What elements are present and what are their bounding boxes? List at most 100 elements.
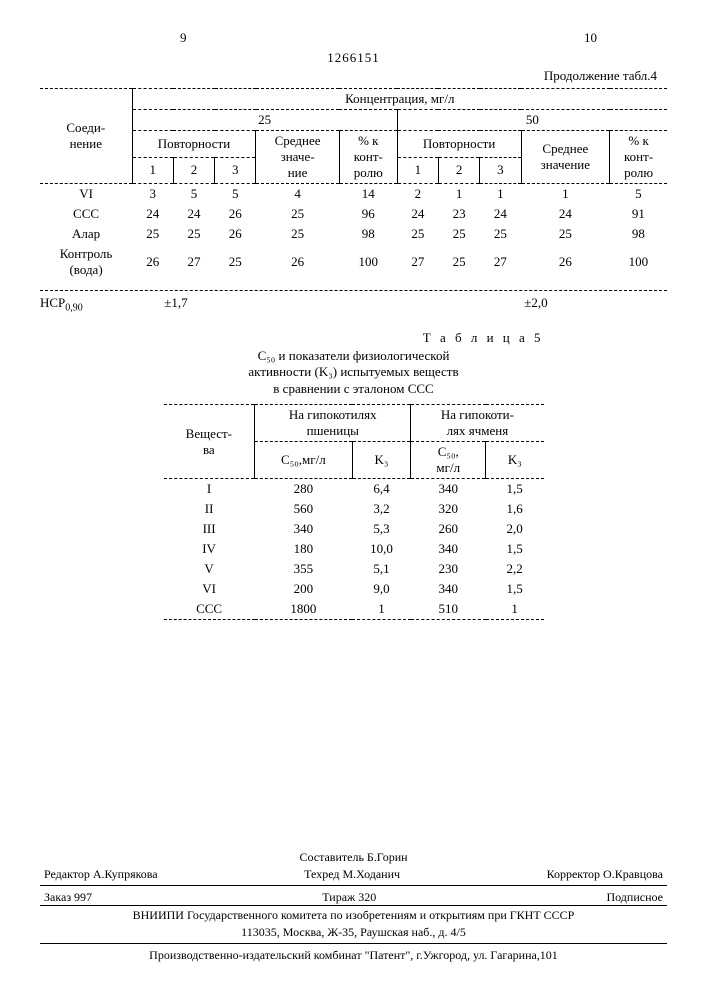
- org2: 113035, Москва, Ж-35, Раушская наб., д. …: [40, 925, 667, 944]
- cell: 340: [411, 579, 486, 599]
- cell: 26: [256, 244, 339, 280]
- t5-col-subst: Вещест- ва: [164, 405, 255, 479]
- table-row: V3555,12302,2: [164, 559, 544, 579]
- cell: 4: [256, 184, 339, 205]
- editor: Редактор А.Купрякова: [44, 867, 158, 882]
- cell: VI: [40, 184, 132, 205]
- t5-col-barley: На гипокоти- лях ячменя: [411, 405, 544, 442]
- cell: 25: [480, 224, 521, 244]
- cell: ССС: [164, 599, 255, 620]
- subscription: Подписное: [606, 890, 663, 905]
- cell: 5,1: [352, 559, 411, 579]
- cell: 25: [397, 224, 438, 244]
- continuation-label: Продолжение табл.4: [40, 68, 657, 84]
- cell: 25: [438, 244, 479, 280]
- table5-caption: С₅₀ и показатели физиологической активно…: [164, 348, 544, 399]
- cell: 25: [132, 224, 173, 244]
- page-right: 10: [584, 30, 597, 46]
- hcp-label: НСР0,90: [40, 295, 86, 314]
- cell: 14: [339, 184, 397, 205]
- table-row: Контроль (вода)2627252610027252726100: [40, 244, 667, 280]
- cell: 1: [486, 599, 544, 620]
- cell: 10,0: [352, 539, 411, 559]
- table-row: III3405,32602,0: [164, 519, 544, 539]
- c1-50: 1: [397, 157, 438, 184]
- cell: 25: [215, 244, 256, 280]
- cell: 260: [411, 519, 486, 539]
- repetitions-25: Повторности: [132, 131, 256, 158]
- cell: 1: [480, 184, 521, 205]
- cell: 1800: [255, 599, 352, 620]
- mean-25: Среднее значе- ние: [256, 131, 339, 184]
- cell: 27: [397, 244, 438, 280]
- cell: 2: [397, 184, 438, 205]
- cell: 9,0: [352, 579, 411, 599]
- cell: 1,6: [486, 499, 544, 519]
- cell: 3: [132, 184, 173, 205]
- cell: 26: [132, 244, 173, 280]
- cell: 3,2: [352, 499, 411, 519]
- cell: 5: [610, 184, 667, 205]
- cell: II: [164, 499, 255, 519]
- org1: ВНИИПИ Государственного комитета по изоб…: [40, 908, 667, 923]
- circulation: Тираж 320: [322, 890, 376, 905]
- conc-50: 50: [397, 110, 667, 131]
- cell: 560: [255, 499, 352, 519]
- cell: 24: [173, 204, 214, 224]
- cell: 340: [255, 519, 352, 539]
- cell: 1: [352, 599, 411, 620]
- table-row: Алар25252625982525252598: [40, 224, 667, 244]
- cell: Алар: [40, 224, 132, 244]
- c3-50: 3: [480, 157, 521, 184]
- table-4: Соеди- нение Концентрация, мг/л 25 50 По…: [40, 88, 667, 280]
- cell: 180: [255, 539, 352, 559]
- corrector: Корректор О.Кравцова: [547, 867, 663, 882]
- order: Заказ 997: [44, 890, 92, 905]
- repetitions-50: Повторности: [397, 131, 521, 158]
- cell: 320: [411, 499, 486, 519]
- producer: Производственно-издательский комбинат "П…: [40, 948, 667, 963]
- cell: 24: [480, 204, 521, 224]
- table5-title: Т а б л и ц а 5: [164, 330, 544, 346]
- cell: 26: [215, 204, 256, 224]
- cell: III: [164, 519, 255, 539]
- techred: Техред М.Ходанич: [304, 867, 400, 882]
- compiler: Составитель Б.Горин: [40, 850, 667, 865]
- cell: 230: [411, 559, 486, 579]
- cell: 1,5: [486, 579, 544, 599]
- cell: 6,4: [352, 479, 411, 500]
- cell: 24: [397, 204, 438, 224]
- col-compound: Соеди- нение: [40, 89, 132, 184]
- cell: 1: [438, 184, 479, 205]
- pct-25: % к конт- ролю: [339, 131, 397, 184]
- pct-50: % к конт- ролю: [610, 131, 667, 184]
- cell: 510: [411, 599, 486, 620]
- table-row: VI2009,03401,5: [164, 579, 544, 599]
- cell: Контроль (вода): [40, 244, 132, 280]
- hcp-val-2: ±2,0: [506, 295, 566, 314]
- t5-col-wheat: На гипокотилях пшеницы: [255, 405, 411, 442]
- table-row: IV18010,03401,5: [164, 539, 544, 559]
- cell: I: [164, 479, 255, 500]
- cell: 340: [411, 539, 486, 559]
- cell: 1: [521, 184, 610, 205]
- col-concentration: Концентрация, мг/л: [132, 89, 667, 110]
- cell: 91: [610, 204, 667, 224]
- cell: V: [164, 559, 255, 579]
- c3-25: 3: [215, 157, 256, 184]
- cell: VI: [164, 579, 255, 599]
- cell: 200: [255, 579, 352, 599]
- cell: 340: [411, 479, 486, 500]
- c2-50: 2: [438, 157, 479, 184]
- c2-25: 2: [173, 157, 214, 184]
- t5-k3-w: K₃: [352, 442, 411, 479]
- cell: 27: [173, 244, 214, 280]
- hcp-val-1: ±1,7: [86, 295, 266, 314]
- conc-25: 25: [132, 110, 397, 131]
- cell: 26: [521, 244, 610, 280]
- cell: 98: [610, 224, 667, 244]
- table-row: ССС180015101: [164, 599, 544, 620]
- cell: 98: [339, 224, 397, 244]
- table-row: I2806,43401,5: [164, 479, 544, 500]
- cell: 280: [255, 479, 352, 500]
